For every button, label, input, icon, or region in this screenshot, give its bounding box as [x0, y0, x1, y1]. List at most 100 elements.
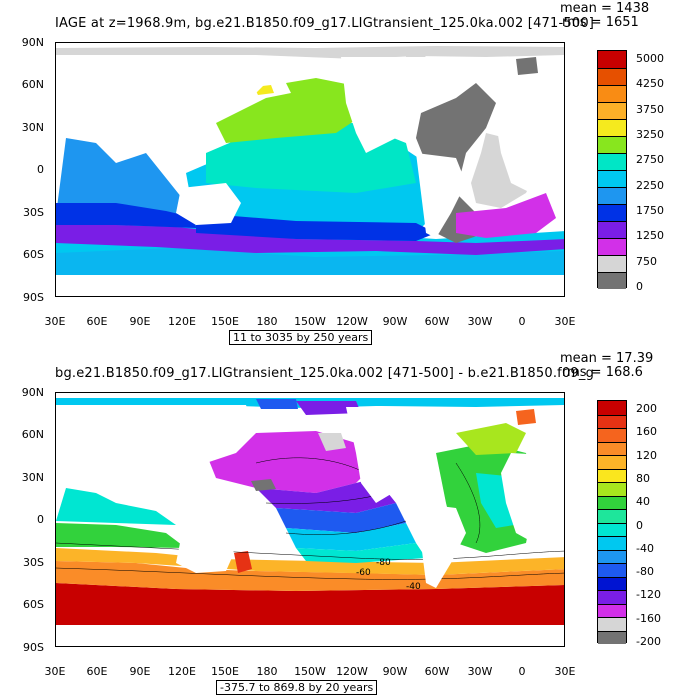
bottom-pacific-lightgrey — [318, 433, 346, 451]
colorbar-label: -40 — [636, 541, 654, 555]
bottom-arctic-blue — [256, 399, 298, 409]
colorbar-label: -200 — [636, 635, 661, 648]
colorbar-label: 0 — [636, 280, 643, 293]
bottom-pacific-grey — [251, 479, 276, 491]
top-purple-band — [56, 223, 564, 255]
bottom-pacific-lightblue — [286, 523, 416, 551]
colorbar-box — [598, 522, 626, 536]
bottom-panel: bg.e21.B1850.f09_g17.LIGtransient_125.0k… — [0, 350, 700, 700]
colorbar-box — [598, 495, 626, 509]
bottom-mean: mean = 17.39 — [560, 351, 654, 366]
bottom-namerica-land — [346, 407, 451, 503]
top-lat-label: 60S — [23, 248, 44, 261]
top-australia-land — [176, 183, 241, 225]
bottom-colorbar — [597, 400, 627, 644]
colorbar-label: 1250 — [636, 229, 664, 243]
top-panel: IAGE at z=1968.9m, bg.e21.B1850.f09_g17.… — [21, 1, 664, 345]
bottom-title: bg.e21.B1850.f09_g17.LIGtransient_125.0k… — [55, 366, 595, 381]
colorbar-label: -80 — [636, 565, 654, 579]
bottom-lon-label: 0 — [518, 665, 526, 678]
colorbar-box — [598, 238, 626, 255]
top-samerica-land — [416, 153, 466, 238]
top-rms: rms = 1651 — [562, 15, 639, 30]
colorbar-label: 80 — [636, 471, 650, 485]
colorbar-box — [598, 563, 626, 577]
top-asia-land — [56, 55, 266, 133]
colorbar-label: -160 — [636, 611, 661, 625]
top-indian-ocean — [56, 138, 186, 221]
colorbar-box — [598, 549, 626, 563]
top-lon-label: 180 — [256, 315, 278, 328]
bottom-lat-label: 90N — [21, 386, 44, 399]
colorbar-box — [598, 51, 626, 68]
colorbar-box — [598, 603, 626, 617]
top-lon-label: 30E — [554, 315, 576, 328]
colorbar-label: 160 — [636, 425, 657, 439]
top-antarctic-strip — [56, 275, 564, 296]
bottom-contour-label: -60 — [356, 568, 371, 578]
colorbar-label: 0 — [636, 518, 643, 532]
top-pacific-yellowgreen — [286, 78, 356, 108]
colorbar-label: 4250 — [636, 77, 664, 91]
top-lon-label: 90W — [382, 315, 408, 328]
bottom-arctic-purple — [296, 401, 361, 415]
bottom-lon-label: 90W — [382, 665, 408, 678]
colorbar-label: 3750 — [636, 102, 664, 116]
top-lon-label: 60E — [86, 315, 108, 328]
bottom-lon-label: 120W — [336, 665, 368, 678]
colorbar-box — [598, 590, 626, 604]
bottom-indian-green — [56, 523, 186, 548]
colorbar-box — [598, 68, 626, 85]
bottom-lat-label: 30S — [23, 556, 44, 569]
top-africa-land — [496, 103, 561, 193]
colorbar-box — [598, 536, 626, 550]
top-lat-label: 0 — [37, 163, 44, 176]
bottom-lat-label: 0 — [37, 513, 44, 526]
colorbar-label: 120 — [636, 448, 657, 462]
top-mean: mean = 1438 — [560, 1, 650, 16]
bottom-map: -60 -40 -80 — [55, 392, 565, 647]
colorbar-box — [598, 468, 626, 482]
top-lon-label: 150E — [211, 315, 239, 328]
top-map — [55, 42, 565, 297]
bottom-norway-orange — [516, 409, 536, 425]
bottom-atlantic-lightgreen — [456, 423, 526, 455]
colorbar-box — [598, 102, 626, 119]
colorbar-box — [598, 85, 626, 102]
top-colorbar — [597, 50, 627, 289]
colorbar-box — [598, 170, 626, 187]
top-lon-label: 120W — [336, 315, 368, 328]
bottom-lat-label: 60N — [21, 428, 44, 441]
bottom-africa-land — [501, 453, 561, 543]
top-range-box: 11 to 3035 by 250 years — [229, 330, 373, 345]
top-lat-label: 60N — [21, 78, 44, 91]
colorbar-label: 3250 — [636, 128, 664, 141]
colorbar-box — [598, 617, 626, 631]
bottom-asia-land — [56, 405, 256, 485]
bottom-southern-red — [56, 583, 564, 625]
colorbar-label: 2250 — [636, 178, 664, 192]
bottom-lat-label: 60S — [23, 598, 44, 611]
top-indian-deep — [56, 203, 196, 228]
bottom-lon-label: 120E — [168, 665, 196, 678]
bottom-pacific-blue — [276, 503, 406, 533]
colorbar-label: 40 — [636, 495, 650, 509]
bottom-tasman-red — [234, 551, 252, 573]
top-lon-label: 60W — [424, 315, 450, 328]
colorbar-label: -120 — [636, 588, 661, 602]
colorbar-box — [598, 255, 626, 272]
colorbar-label: 5000 — [636, 52, 664, 65]
colorbar-label: 200 — [636, 402, 657, 415]
colorbar-box — [598, 428, 626, 442]
bottom-lon-label: 180 — [256, 665, 278, 678]
top-lon-label: 120E — [168, 315, 196, 328]
top-lat-label: 30S — [23, 206, 44, 219]
bottom-lat-label: 30N — [21, 471, 44, 484]
bottom-lon-label: 30E — [554, 665, 576, 678]
colorbar-label: 1750 — [636, 204, 664, 217]
colorbar-box — [598, 119, 626, 136]
bottom-antarctica-land — [56, 625, 564, 646]
bottom-range-box: -375.7 to 869.8 by 20 years — [216, 680, 378, 695]
colorbar-box — [598, 414, 626, 428]
top-pacific-blue-band — [196, 213, 436, 241]
